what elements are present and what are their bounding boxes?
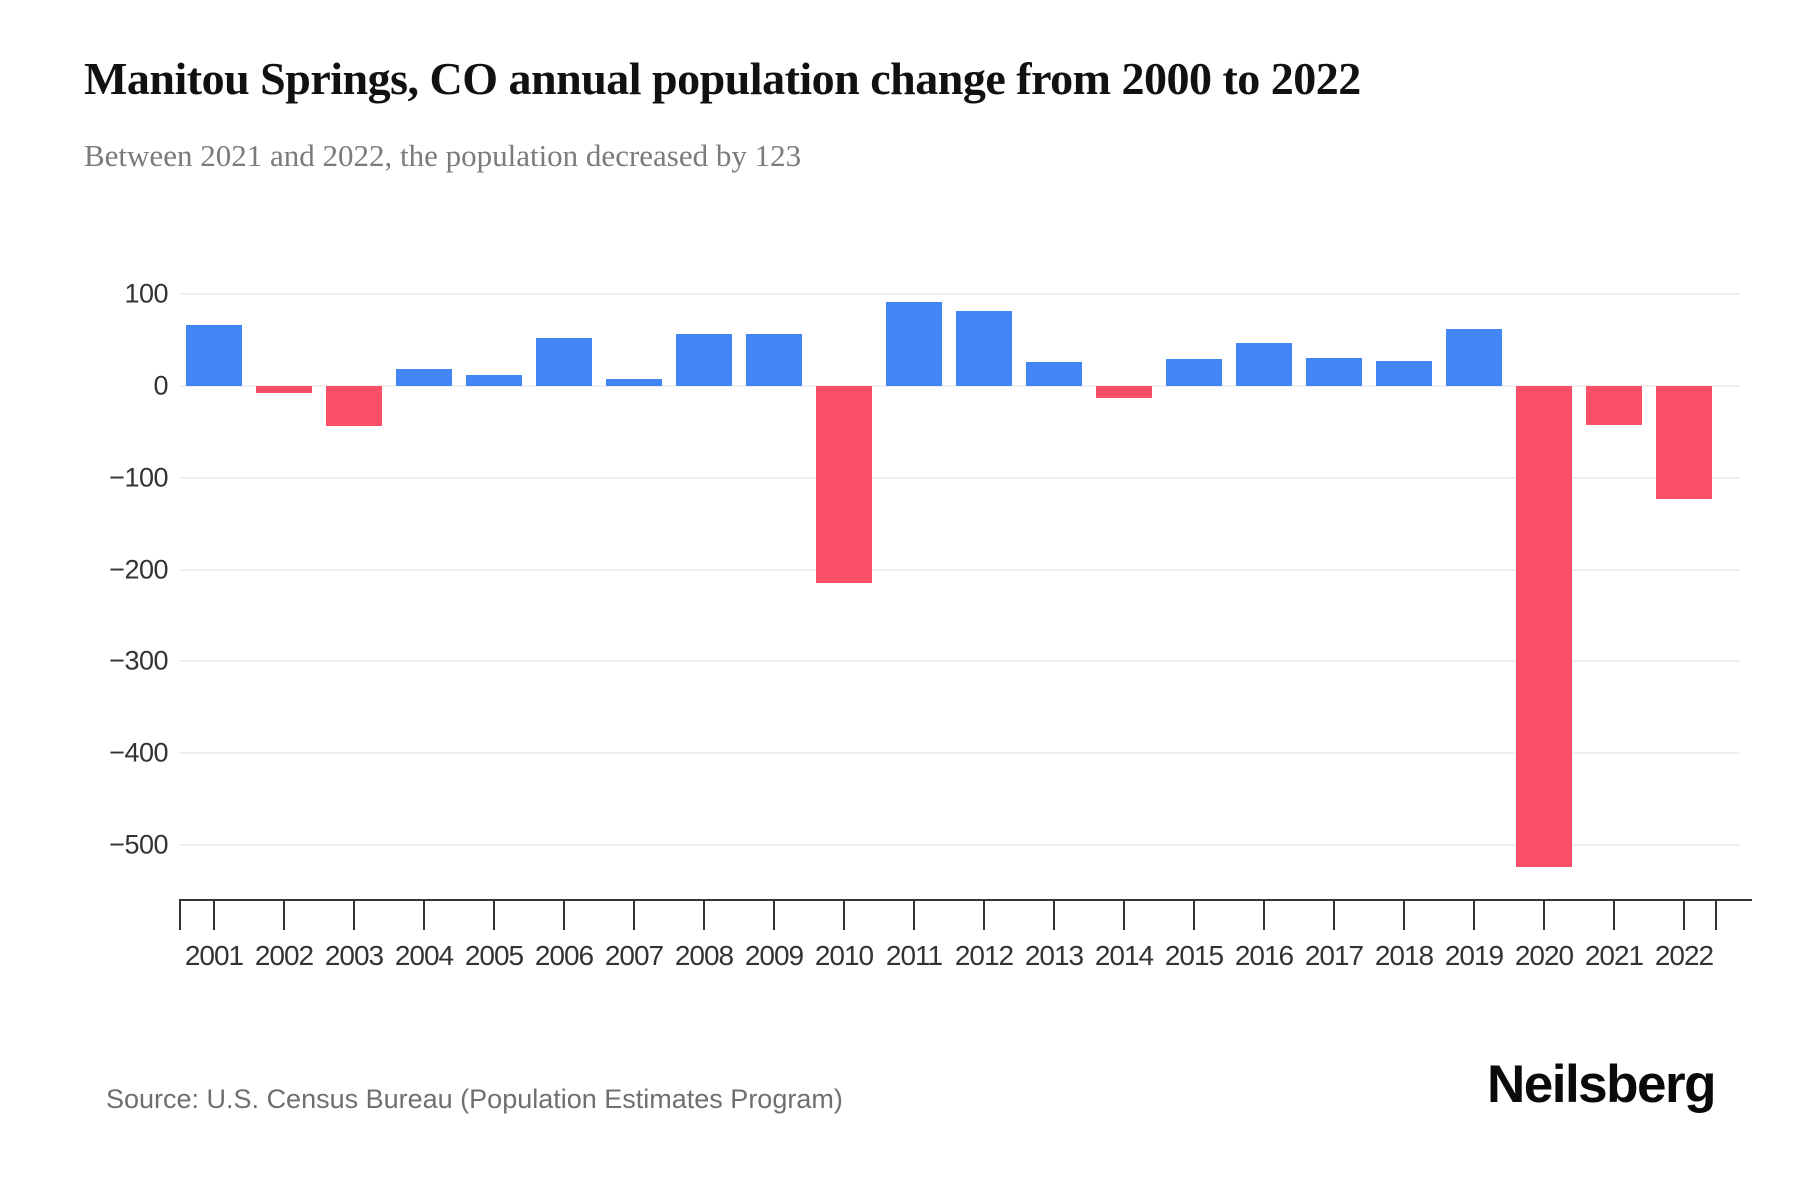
neilsberg-logo: Neilsberg [1486,1055,1717,1114]
x-axis-label-2012: 2012 [954,940,1014,971]
bar-2018 [1376,361,1432,386]
bar-2020 [1516,386,1572,868]
x-axis-label-2010: 2010 [814,940,874,971]
bar-2011 [886,301,942,386]
y-axis-label: −300 [109,645,168,676]
x-axis-tick [1123,900,1125,930]
y-axis-label: −500 [109,829,168,860]
x-axis-label-2015: 2015 [1164,940,1224,971]
x-axis-label-2020: 2020 [1514,940,1574,971]
gridline-y--200 [179,568,1740,571]
x-axis-tick [179,900,181,930]
x-axis-tick [1263,900,1265,930]
gridline-y-100 [179,293,1740,296]
bar-2014 [1096,386,1152,398]
gridline-y-0 [179,385,1740,387]
x-axis-tick [563,900,565,930]
bar-2006 [536,338,592,386]
x-axis-label-2006: 2006 [534,940,594,971]
x-axis-label-2009: 2009 [744,940,804,971]
x-axis-tick [773,900,775,930]
x-axis-tick [1333,900,1335,930]
x-axis-label-2021: 2021 [1584,940,1644,971]
x-axis-label-2013: 2013 [1024,940,1084,971]
x-axis-tick [703,900,705,930]
x-axis-tick [1543,900,1545,930]
x-axis-label-2011: 2011 [885,940,943,971]
bar-2016 [1236,342,1292,386]
x-axis-tick [913,900,915,930]
bar-2009 [746,333,802,386]
bar-2019 [1446,329,1502,386]
gridline-y--300 [179,660,1740,663]
x-axis-tick [1715,900,1717,930]
x-axis-tick [1193,900,1195,930]
y-axis-label: −100 [109,462,168,493]
bar-2002 [256,386,312,394]
bar-2010 [816,386,872,584]
x-axis-tick [353,900,355,930]
x-axis-label-2022: 2022 [1654,940,1714,971]
x-axis-label-2008: 2008 [674,940,734,971]
x-axis-label-2002: 2002 [254,940,314,971]
bar-2003 [326,386,382,427]
x-axis-tick [213,900,215,930]
bar-2007 [606,378,662,386]
x-axis-tick [633,900,635,930]
x-axis-tick [1683,900,1685,930]
gridline-y--500 [179,844,1740,846]
x-axis-tick [423,900,425,930]
x-axis-tick [1613,900,1615,930]
x-axis-tick [1403,900,1405,930]
page-title: Manitou Springs, CO annual population ch… [84,53,1361,104]
bar-2012 [956,310,1012,386]
x-axis-label-2004: 2004 [394,940,454,971]
gridline-y--100 [179,476,1740,479]
x-axis-label-2019: 2019 [1444,940,1504,971]
gridline-y--400 [179,752,1740,755]
bar-2022 [1656,386,1712,499]
x-axis-tick [493,900,495,930]
bar-2021 [1586,386,1642,426]
x-axis-tick [1473,900,1475,930]
x-axis-label-2001: 2001 [184,940,244,971]
x-axis-label-2014: 2014 [1094,940,1154,971]
y-axis-label: 100 [124,278,168,309]
x-axis-tick [843,900,845,930]
bar-2013 [1026,362,1082,386]
bar-2001 [186,325,242,386]
y-axis-label: −200 [109,554,168,585]
bar-2008 [676,333,732,386]
x-axis-tick [983,900,985,930]
x-axis-label-2017: 2017 [1304,940,1364,971]
page-subtitle: Between 2021 and 2022, the population de… [84,138,802,173]
bar-2015 [1166,359,1222,386]
x-axis-label-2005: 2005 [464,940,524,971]
bar-2005 [466,374,522,386]
x-axis-label-2003: 2003 [324,940,384,971]
bar-2004 [396,368,452,386]
y-axis-label: −400 [109,737,168,768]
x-axis-line [179,899,1752,901]
y-axis-label: 0 [153,370,168,401]
x-axis-label-2007: 2007 [604,940,664,971]
bar-2017 [1306,357,1362,386]
source-caption: Source: U.S. Census Bureau (Population E… [106,1084,843,1114]
x-axis-label-2016: 2016 [1234,940,1294,971]
x-axis-tick [1053,900,1055,930]
x-axis-tick [283,900,285,930]
x-axis-label-2018: 2018 [1374,940,1434,971]
